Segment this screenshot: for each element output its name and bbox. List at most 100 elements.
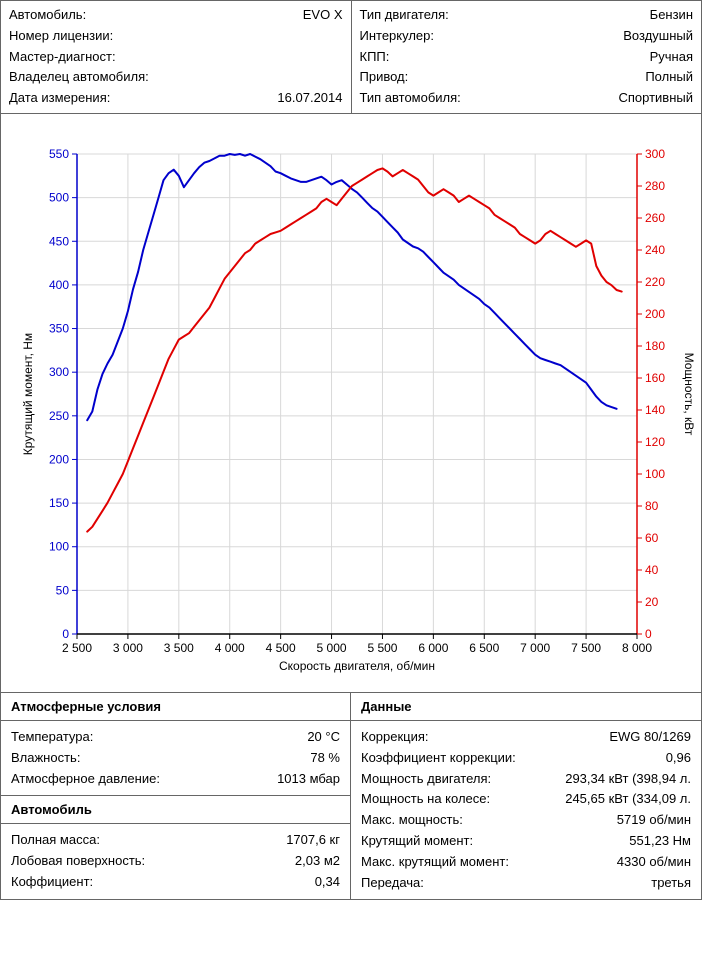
info-label: Мощность на колесе: (361, 789, 490, 810)
info-value: 293,34 кВт (398,94 л. (565, 769, 691, 790)
info-row: Привод:Полный (360, 67, 694, 88)
info-label: Температура: (11, 727, 93, 748)
svg-text:220: 220 (645, 275, 665, 289)
svg-text:6 500: 6 500 (469, 641, 499, 655)
info-label: Крутящий момент: (361, 831, 473, 852)
info-row: Владелец автомобиля: (9, 67, 343, 88)
section-body: Температура: 20 °CВлажность:78 %Атмосферн… (1, 721, 350, 795)
info-row: Автомобиль:EVO X (9, 5, 343, 26)
info-value: 0,96 (666, 748, 691, 769)
info-label: Дата измерения: (9, 88, 110, 109)
info-label: Макс. мощность: (361, 810, 463, 831)
svg-text:280: 280 (645, 179, 665, 193)
info-label: Влажность: (11, 748, 80, 769)
info-row: Лобовая поверхность:2,03 м2 (11, 851, 340, 872)
svg-text:5 000: 5 000 (317, 641, 347, 655)
info-value: 0,34 (315, 872, 340, 893)
svg-text:250: 250 (49, 409, 69, 423)
svg-text:150: 150 (49, 496, 69, 510)
svg-text:50: 50 (56, 583, 70, 597)
info-value: 4330 об/мин (617, 852, 691, 873)
info-value: EWG 80/1269 (609, 727, 691, 748)
info-label: Тип двигателя: (360, 5, 449, 26)
svg-text:550: 550 (49, 147, 69, 161)
svg-text:350: 350 (49, 322, 69, 336)
info-value: Ручная (650, 47, 693, 68)
info-row: Мощность на колесе: 245,65 кВт (334,09 л. (361, 789, 691, 810)
svg-text:0: 0 (645, 627, 652, 641)
info-value: Спортивный (618, 88, 693, 109)
dyno-chart: 2 5003 0003 5004 0004 5005 0005 5006 000… (7, 134, 695, 684)
info-row: КПП: Ручная (360, 47, 694, 68)
info-row: Номер лицензии: (9, 26, 343, 47)
info-label: Тип автомобиля: (360, 88, 461, 109)
info-row: Тип автомобиля: Спортивный (360, 88, 694, 109)
svg-text:Скорость двигателя, об/мин: Скорость двигателя, об/мин (279, 659, 435, 673)
svg-text:6 000: 6 000 (418, 641, 448, 655)
top-right-col: Тип двигателя: Бензин Интеркулер: Воздушный… (352, 1, 702, 113)
svg-text:Мощность, кВт: Мощность, кВт (682, 353, 695, 436)
svg-text:7 500: 7 500 (571, 641, 601, 655)
section-header: Атмосферные условия (1, 693, 350, 721)
info-row: Крутящий момент: 551,23 Нм (361, 831, 691, 852)
section-header: Автомобиль (1, 795, 350, 824)
report-page: Автомобиль:EVO XНомер лицензии:Мастер-ди… (0, 0, 702, 900)
info-label: Коэффициент коррекции: (361, 748, 516, 769)
info-row: Макс. мощность: 5719 об/мин (361, 810, 691, 831)
svg-text:3 500: 3 500 (164, 641, 194, 655)
svg-text:200: 200 (49, 452, 69, 466)
info-label: Автомобиль: (9, 5, 86, 26)
info-value: Полный (645, 67, 693, 88)
svg-text:400: 400 (49, 278, 69, 292)
info-row: Атмосферное давление:1013 мбар (11, 769, 340, 790)
bottom-info: Атмосферные условияТемпература:20 °CВлаж… (1, 693, 701, 899)
svg-text:160: 160 (645, 371, 665, 385)
info-label: КПП: (360, 47, 390, 68)
info-value: Воздушный (623, 26, 693, 47)
section-body: Полная масса:1707,6 кгЛобовая поверхност… (1, 824, 350, 898)
top-info: Автомобиль:EVO XНомер лицензии:Мастер-ди… (1, 1, 701, 114)
svg-text:140: 140 (645, 403, 665, 417)
info-label: Коффициент: (11, 872, 93, 893)
svg-text:4 500: 4 500 (266, 641, 296, 655)
info-value: Бензин (650, 5, 693, 26)
svg-text:120: 120 (645, 435, 665, 449)
svg-text:40: 40 (645, 563, 659, 577)
info-value: 1013 мбар (277, 769, 340, 790)
section-body: Коррекция:EWG 80/1269Коэффициент коррекц… (351, 721, 701, 899)
info-value: 245,65 кВт (334,09 л. (565, 789, 691, 810)
info-value: 551,23 Нм (629, 831, 691, 852)
info-label: Интеркулер: (360, 26, 435, 47)
info-row: Влажность:78 % (11, 748, 340, 769)
info-row: Коффициент: 0,34 (11, 872, 340, 893)
info-value: 16.07.2014 (277, 88, 342, 109)
info-label: Номер лицензии: (9, 26, 113, 47)
info-value: 20 °C (307, 727, 340, 748)
info-row: Коррекция:EWG 80/1269 (361, 727, 691, 748)
svg-text:450: 450 (49, 234, 69, 248)
svg-text:260: 260 (645, 211, 665, 225)
svg-text:0: 0 (62, 627, 69, 641)
info-value: третья (651, 873, 691, 894)
svg-text:4 000: 4 000 (215, 641, 245, 655)
svg-text:100: 100 (49, 540, 69, 554)
svg-text:300: 300 (645, 147, 665, 161)
info-row: Интеркулер: Воздушный (360, 26, 694, 47)
svg-text:200: 200 (645, 307, 665, 321)
info-row: Дата измерения: 16.07.2014 (9, 88, 343, 109)
svg-text:180: 180 (645, 339, 665, 353)
info-label: Мощность двигателя: (361, 769, 491, 790)
info-value: 2,03 м2 (295, 851, 340, 872)
svg-text:60: 60 (645, 531, 659, 545)
bottom-right-col: ДанныеКоррекция:EWG 80/1269Коэффициент к… (351, 693, 701, 899)
top-left-col: Автомобиль:EVO XНомер лицензии:Мастер-ди… (1, 1, 352, 113)
info-row: Мастер-диагност: (9, 47, 343, 68)
info-label: Владелец автомобиля: (9, 67, 149, 88)
svg-text:240: 240 (645, 243, 665, 257)
svg-text:500: 500 (49, 191, 69, 205)
info-row: Тип двигателя: Бензин (360, 5, 694, 26)
info-row: Макс. крутящий момент:4330 об/мин (361, 852, 691, 873)
svg-text:100: 100 (645, 467, 665, 481)
chart-area: 2 5003 0003 5004 0004 5005 0005 5006 000… (1, 114, 701, 693)
info-value: 5719 об/мин (617, 810, 691, 831)
